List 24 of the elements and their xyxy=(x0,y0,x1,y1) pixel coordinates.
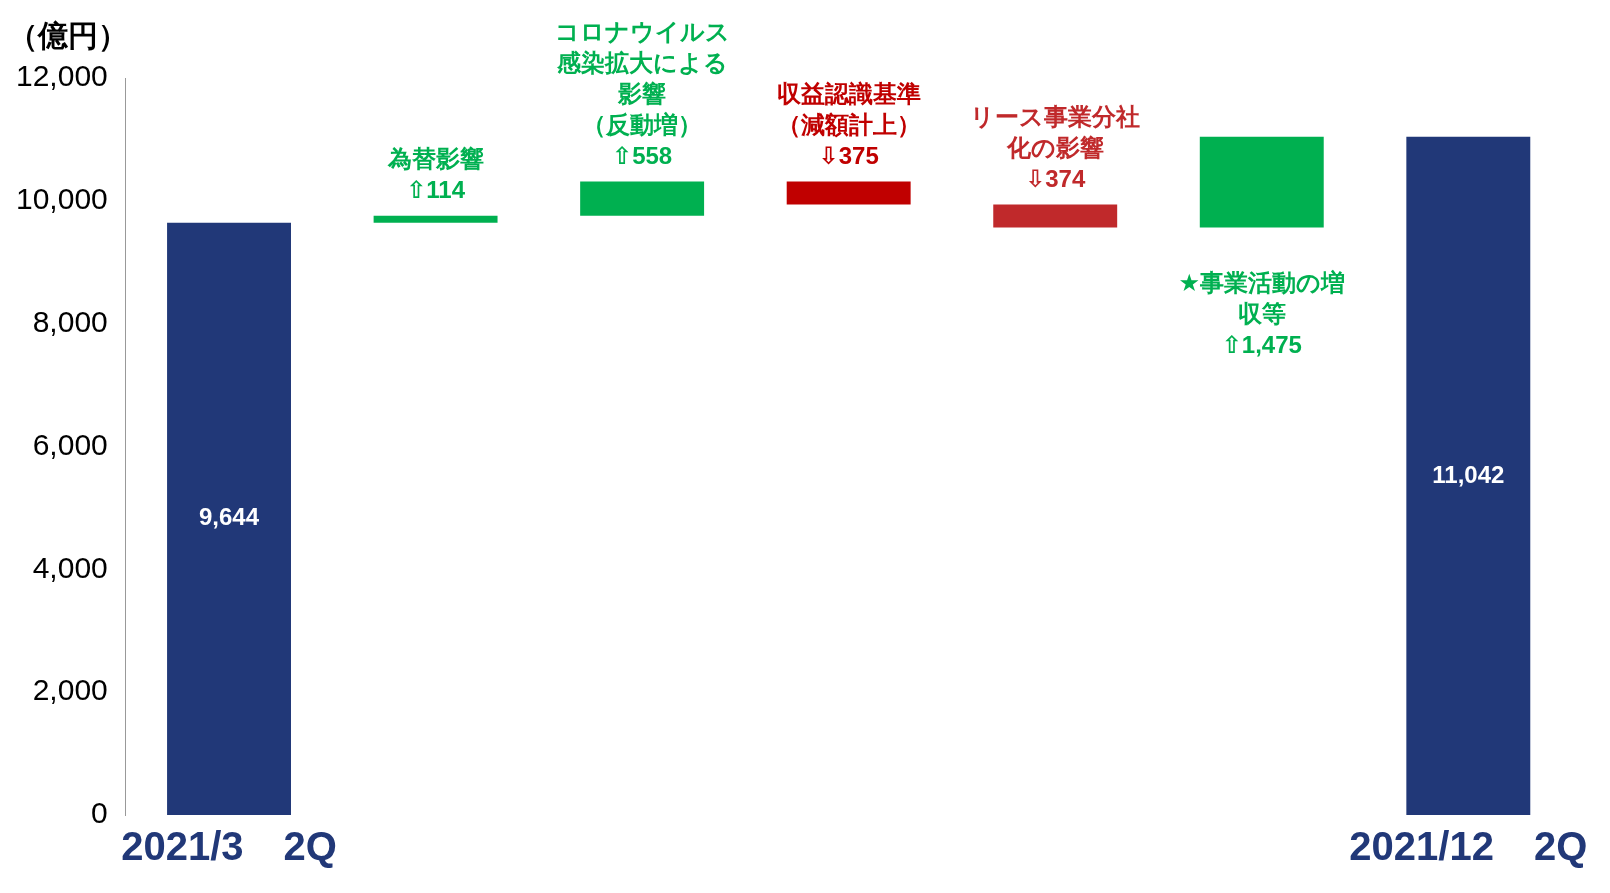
y-tick-label: 2,000 xyxy=(32,673,108,707)
data-label: コロナウイルス感染拡大による影響（反動増）⇧558 xyxy=(554,18,730,170)
x-tick-label: 2021/12 2Q xyxy=(1349,824,1588,869)
data-label: 為替影響⇧114 xyxy=(386,145,484,204)
y-tick-label: 4,000 xyxy=(32,550,108,584)
bar xyxy=(167,222,291,815)
bar xyxy=(1406,136,1531,815)
bar xyxy=(1199,136,1324,228)
y-tick-label: 6,000 xyxy=(32,427,108,461)
bar xyxy=(993,204,1118,228)
data-label: ★事業活動の増収等⇧1,475 xyxy=(1178,269,1346,359)
y-tick-label: 0 xyxy=(91,796,108,830)
data-label: 収益認識基準（減額計上）⇩375 xyxy=(776,80,921,170)
bar xyxy=(373,215,498,223)
x-tick-label: 2021/3 2Q xyxy=(121,824,337,869)
y-tick-label: 8,000 xyxy=(32,304,108,338)
data-label: 11,042 xyxy=(1432,460,1505,488)
y-axis-title: （億円） xyxy=(8,19,128,53)
data-label: リース事業分社化の影響⇩374 xyxy=(970,103,1141,193)
data-label: 9,644 xyxy=(199,503,260,531)
y-tick-label: 10,000 xyxy=(15,182,108,216)
bar xyxy=(580,181,705,216)
y-tick-label: 12,000 xyxy=(15,59,108,93)
bar xyxy=(786,181,911,205)
